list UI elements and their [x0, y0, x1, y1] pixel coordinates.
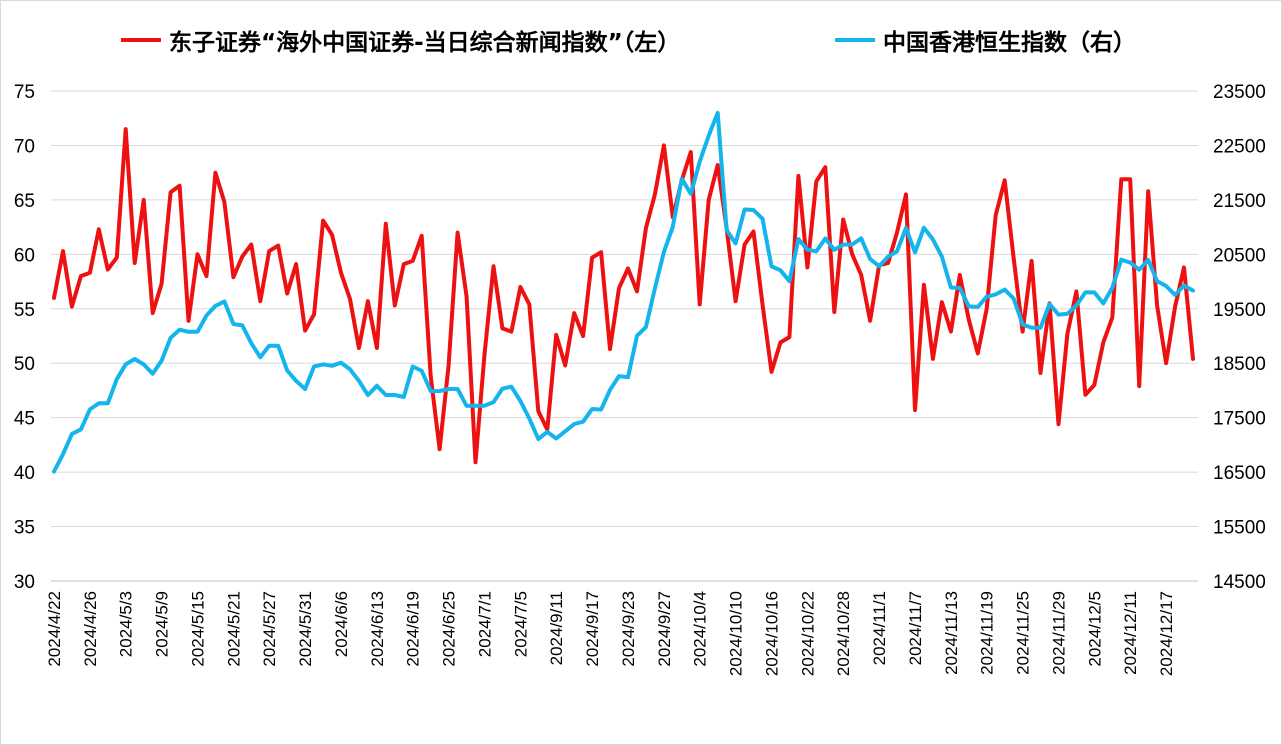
x-axis-tick-label: 2024/6/6: [332, 591, 351, 657]
x-axis-tick-label: 2024/11/7: [906, 591, 925, 665]
x-axis-tick-label: 2024/4/26: [81, 591, 100, 667]
x-axis-tick-label: 2024/11/25: [1014, 591, 1033, 675]
legend-item-left-series: 东子证券“海外中国证券-当日综合新闻指数”（左）: [121, 23, 680, 57]
x-axis-tick-label: 2024/12/11: [1121, 591, 1140, 675]
legend-item-right-series: 中国香港恒生指数（右）: [835, 23, 1136, 57]
x-axis-tick-label: 2024/5/27: [260, 591, 279, 667]
x-axis-tick-label: 2024/7/1: [475, 591, 494, 657]
legend-swatch-left-series: [121, 38, 161, 42]
right-axis-tick-label: 20500: [1213, 245, 1266, 266]
right-axis-tick-label: 15500: [1213, 518, 1266, 539]
x-axis-tick-label: 2024/12/5: [1085, 591, 1104, 667]
x-axis-tick-label: 2024/9/23: [619, 591, 638, 667]
x-axis-tick-label: 2024/11/13: [942, 591, 961, 675]
left-axis-tick-label: 75: [14, 82, 35, 103]
x-axis-tick-label: 2024/10/22: [798, 591, 817, 676]
x-axis-tick-label: 2024/5/31: [296, 591, 315, 667]
left-axis-tick-label: 30: [14, 572, 35, 593]
x-axis-tick-label: 2024/9/27: [655, 591, 674, 667]
left-axis-tick-label: 55: [14, 300, 35, 321]
x-axis-tick-label: 2024/7/5: [511, 591, 530, 657]
x-axis-tick-label: 2024/10/4: [691, 591, 710, 667]
x-axis-tick-label: 2024/11/1: [870, 591, 889, 665]
x-axis-tick-label: 2024/9/17: [583, 591, 602, 667]
legend-label-left-series: 东子证券“海外中国证券-当日综合新闻指数”（左）: [169, 30, 681, 56]
left-axis-tick-label: 40: [14, 463, 35, 484]
left-axis-tick-label: 60: [14, 245, 35, 266]
right-axis-tick-label: 16500: [1213, 463, 1266, 484]
right-axis-tick-label: 22500: [1213, 136, 1266, 157]
legend-swatch-right-series: [835, 38, 875, 42]
right-axis-tick-label: 17500: [1213, 409, 1266, 430]
left-axis-tick-label: 35: [14, 518, 35, 539]
legend-label-right-series: 中国香港恒生指数（右）: [883, 30, 1136, 56]
x-axis-tick-label: 2024/11/19: [978, 591, 997, 675]
x-axis-tick-label: 2024/11/29: [1049, 591, 1068, 675]
x-axis-tick-label: 2024/12/17: [1157, 591, 1176, 676]
right-axis-tick-label: 14500: [1213, 572, 1266, 593]
series-line-hang-seng: [52, 110, 1195, 474]
left-axis-tick-label: 70: [14, 136, 35, 157]
left-axis-tick-label: 65: [14, 191, 35, 212]
x-axis-tick-label: 2024/10/10: [727, 591, 746, 676]
right-axis-tick-label: 23500: [1213, 82, 1266, 103]
x-axis-tick-label: 2024/5/9: [153, 591, 172, 657]
x-axis-tick-label: 2024/10/16: [762, 591, 781, 676]
x-axis-tick-label: 2024/4/22: [45, 591, 64, 667]
left-axis-tick-label: 45: [14, 409, 35, 430]
x-axis-tick-label: 2024/5/3: [117, 591, 136, 657]
x-axis-tick-label: 2024/6/13: [368, 591, 387, 667]
x-axis-tick-label: 2024/9/11: [547, 591, 566, 665]
x-axis-tick-label: 2024/6/19: [404, 591, 423, 667]
x-axis-tick-label: 2024/10/28: [834, 591, 853, 676]
right-axis-tick-label: 18500: [1213, 354, 1266, 375]
right-axis-tick-label: 19500: [1213, 300, 1266, 321]
left-axis-tick-label: 50: [14, 354, 35, 375]
x-axis-tick-label: 2024/5/15: [188, 591, 207, 667]
x-axis-tick-label: 2024/6/25: [440, 591, 459, 667]
right-axis-tick-label: 21500: [1213, 191, 1266, 212]
x-axis-tick-label: 2024/5/21: [224, 591, 243, 667]
series-line-news-index: [52, 127, 1195, 465]
